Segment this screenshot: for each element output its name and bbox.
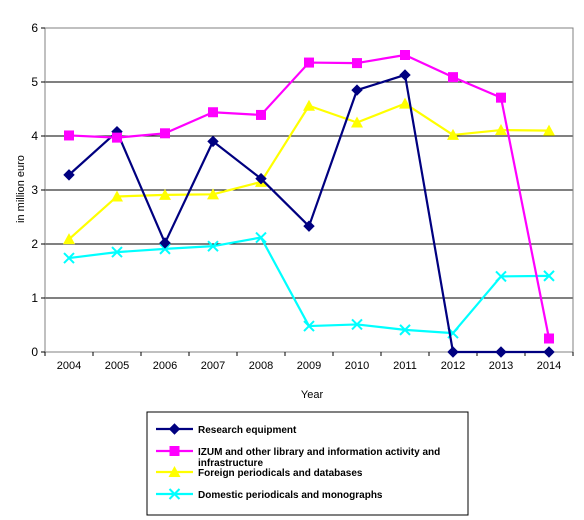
series-line <box>68 236 550 335</box>
legend-label: Foreign periodicals and databases <box>198 468 363 479</box>
triangle-marker <box>159 188 171 200</box>
triangle-marker <box>495 124 507 136</box>
x-marker <box>63 252 75 264</box>
legend: Research equipment IZUM and other library… <box>156 423 440 501</box>
x-tick-label: 2005 <box>105 360 129 372</box>
x-marker <box>111 246 123 258</box>
diamond-marker <box>303 220 315 232</box>
x-tick-label: 2006 <box>153 360 177 372</box>
series-2 <box>63 97 555 245</box>
legend-item: Domestic periodicals and monographs <box>156 488 383 501</box>
y-tick-label: 1 <box>31 291 38 305</box>
legend-box <box>146 411 469 516</box>
square-marker <box>304 57 314 68</box>
x-marker <box>543 270 555 282</box>
diamond-marker <box>159 237 171 249</box>
square-marker <box>400 50 410 60</box>
legend-label: Domestic periodicals and monographs <box>198 490 383 501</box>
square-marker <box>64 130 74 141</box>
x-axis-ticks: 2004 2005 2006 2007 2008 2009 2010 2011 2012 2013… <box>44 352 574 372</box>
x-marker <box>168 488 181 500</box>
diamond-marker <box>543 346 555 358</box>
x-marker <box>207 240 219 252</box>
square-marker <box>160 128 170 139</box>
x-marker <box>351 318 363 331</box>
series-1 <box>64 50 554 344</box>
x-tick-label: 2007 <box>201 360 225 372</box>
x-marker <box>303 320 315 332</box>
y-tick-label: 3 <box>31 183 38 197</box>
series-3 <box>63 231 555 339</box>
legend-label: infrastructure <box>198 458 263 469</box>
x-tick-label: 2004 <box>57 360 81 372</box>
series-line <box>68 73 549 354</box>
diamond-marker <box>207 135 219 148</box>
gridlines <box>44 27 573 353</box>
x-marker <box>159 243 171 255</box>
x-tick-label: 2010 <box>345 360 369 372</box>
legend-label: Research equipment <box>198 425 297 436</box>
y-axis-label: in million euro <box>15 155 27 223</box>
square-marker <box>448 72 458 83</box>
diamond-marker <box>255 172 267 185</box>
legend-item: Research equipment <box>156 423 297 436</box>
x-tick-label: 2012 <box>441 360 465 372</box>
y-tick-label: 4 <box>31 129 38 143</box>
legend-label: IZUM and other library and information a… <box>198 447 440 458</box>
series-0 <box>63 69 555 358</box>
series-line <box>68 102 550 240</box>
x-tick-label: 2013 <box>489 360 513 372</box>
x-tick-label: 2009 <box>297 360 321 372</box>
x-tick-label: 2011 <box>393 360 417 372</box>
triangle-marker <box>111 190 123 202</box>
x-tick-label: 2014 <box>537 360 561 372</box>
y-axis-ticks: 0 1 2 3 4 5 6 <box>31 21 45 359</box>
triangle-marker <box>303 99 315 111</box>
square-marker <box>169 446 180 456</box>
diamond-marker <box>399 69 411 81</box>
y-tick-label: 6 <box>31 21 38 35</box>
x-marker <box>495 270 507 283</box>
triangle-marker <box>543 124 555 136</box>
square-marker <box>112 132 122 143</box>
triangle-marker <box>168 466 181 477</box>
y-tick-label: 0 <box>31 345 38 359</box>
legend-item: Foreign periodicals and databases <box>156 466 363 479</box>
triangle-marker <box>351 116 363 128</box>
triangle-marker <box>63 233 75 245</box>
diamond-marker <box>168 423 181 435</box>
x-tick-label: 2008 <box>249 360 273 372</box>
diamond-marker <box>495 346 507 358</box>
series-group <box>63 50 555 358</box>
diamond-marker <box>351 84 363 96</box>
square-marker <box>352 58 362 69</box>
legend-item: IZUM and other library and information a… <box>156 446 440 469</box>
diamond-marker <box>63 169 75 181</box>
triangle-marker <box>207 188 219 200</box>
triangle-marker <box>447 128 459 140</box>
square-marker <box>544 333 554 344</box>
y-tick-label: 2 <box>31 237 38 251</box>
x-axis-label: Year <box>301 389 324 401</box>
square-marker <box>496 92 506 103</box>
square-marker <box>256 109 266 120</box>
triangle-marker <box>399 97 411 109</box>
y-tick-label: 5 <box>31 75 38 89</box>
x-marker <box>399 324 411 336</box>
square-marker <box>208 107 218 118</box>
x-marker <box>255 231 267 244</box>
diamond-marker <box>447 346 459 358</box>
